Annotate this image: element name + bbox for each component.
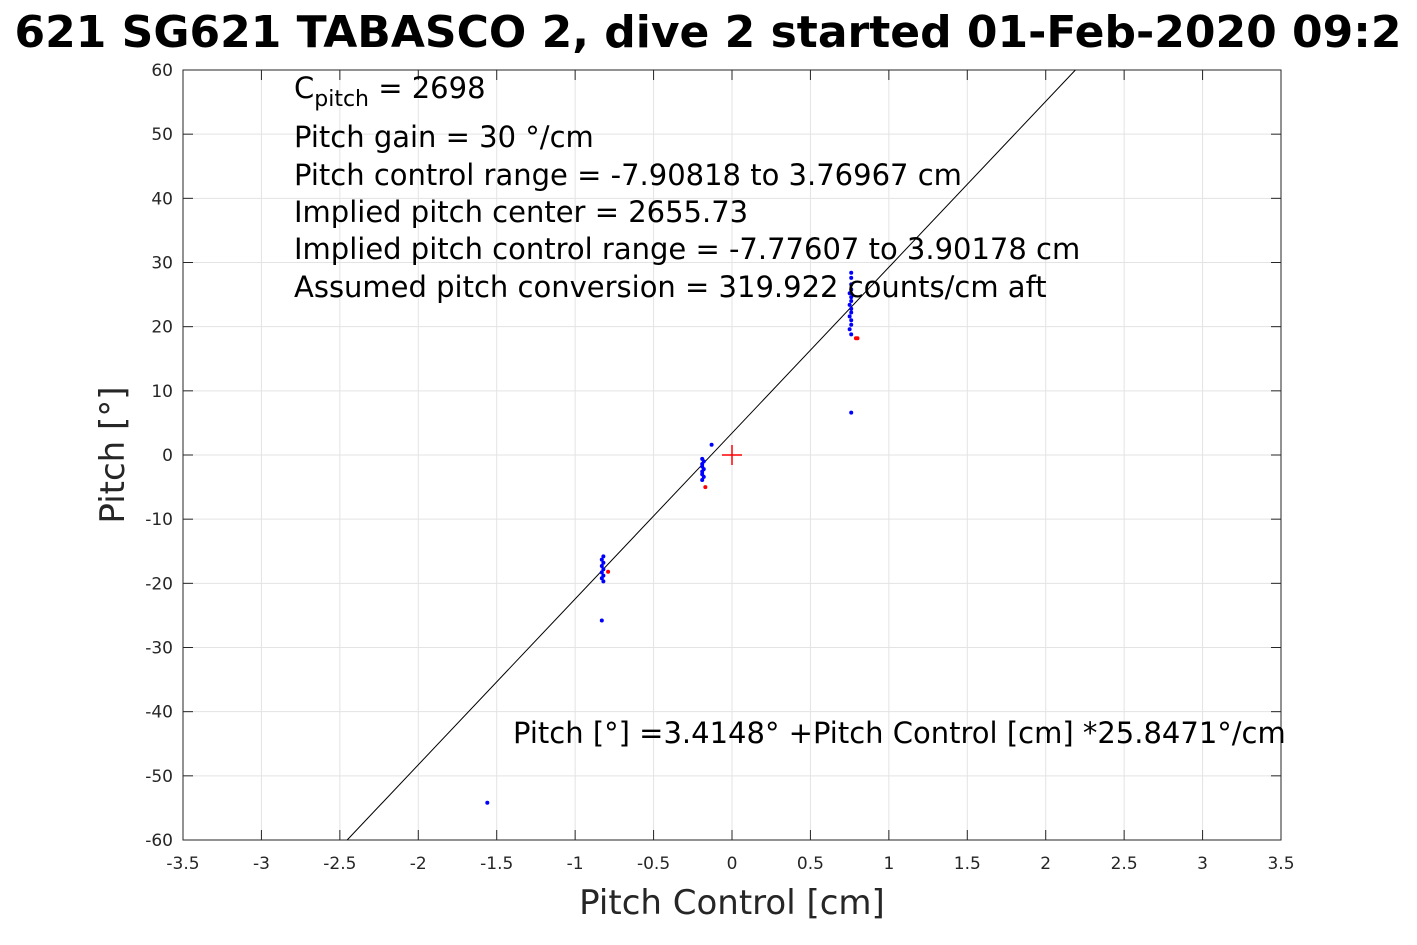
c-pitch-subscript: pitch bbox=[314, 87, 369, 112]
chart-title: 621 SG621 TABASCO 2, dive 2 started 01-F… bbox=[15, 7, 1402, 58]
y-tick-label: 50 bbox=[151, 125, 173, 145]
y-tick-label: -10 bbox=[145, 510, 173, 530]
scatter-point bbox=[599, 576, 604, 581]
scatter-point bbox=[701, 474, 706, 479]
scatter-point bbox=[485, 800, 490, 805]
y-axis-label: Pitch [°] bbox=[93, 386, 133, 523]
x-tick-label: 3.5 bbox=[1267, 854, 1294, 874]
scatter-point bbox=[849, 410, 854, 415]
implied-range-annotation: Implied pitch control range = -7.77607 t… bbox=[294, 232, 1080, 266]
scatter-point bbox=[849, 295, 854, 300]
scatter-point bbox=[847, 327, 852, 332]
scatter-point bbox=[599, 618, 604, 623]
x-tick-label: -2.5 bbox=[323, 854, 356, 874]
scatter-point bbox=[849, 318, 854, 323]
x-tick-label: 1 bbox=[883, 854, 894, 874]
c-pitch-symbol: C bbox=[294, 71, 314, 105]
scatter-point bbox=[849, 287, 854, 292]
y-tick-label: 60 bbox=[151, 61, 173, 81]
axis-ticks: -3.5 -3 -2.5 -2 -1.5 -1 -0.5 0 0.5 1 1.5 2 2.5 3 3.5 60… bbox=[145, 61, 1294, 874]
scatter-point bbox=[709, 442, 714, 447]
y-tick-label: -50 bbox=[145, 767, 173, 787]
x-tick-label: -2 bbox=[410, 854, 427, 874]
control-range-annotation: Pitch control range = -7.90818 to 3.7696… bbox=[294, 158, 962, 192]
x-tick-label: 2.5 bbox=[1111, 854, 1138, 874]
implied-center-annotation: Implied pitch center = 2655.73 bbox=[294, 195, 748, 229]
y-tick-label: 0 bbox=[162, 446, 173, 466]
x-tick-label: 2 bbox=[1040, 854, 1051, 874]
scatter-point bbox=[855, 336, 860, 341]
conversion-annotation: Assumed pitch conversion = 319.922 count… bbox=[294, 270, 1047, 304]
scatter-point bbox=[599, 564, 604, 569]
grid bbox=[183, 70, 1281, 840]
x-tick-label: -1 bbox=[567, 854, 584, 874]
info-annotations: Cpitch = 2698 Pitch gain = 30 °/cm Pitch… bbox=[294, 71, 1286, 750]
c-pitch-value: = 2698 bbox=[369, 71, 486, 105]
pitch-gain-annotation: Pitch gain = 30 °/cm bbox=[294, 120, 594, 154]
x-tick-label: 3 bbox=[1197, 854, 1208, 874]
y-tick-label: -30 bbox=[145, 639, 173, 659]
y-tick-label: 20 bbox=[151, 318, 173, 338]
y-tick-label: -60 bbox=[145, 831, 173, 851]
x-tick-label: -3 bbox=[253, 854, 270, 874]
c-pitch-annotation: Cpitch = 2698 bbox=[294, 71, 486, 112]
scatter-point bbox=[849, 322, 854, 327]
x-tick-label: 0.5 bbox=[797, 854, 824, 874]
x-axis-label: Pitch Control [cm] bbox=[579, 883, 885, 923]
y-tick-label: 10 bbox=[151, 382, 173, 402]
x-tick-label: -1.5 bbox=[480, 854, 513, 874]
scatter-point bbox=[849, 275, 854, 280]
scatter-point bbox=[847, 302, 852, 307]
scatter-point bbox=[849, 306, 854, 311]
scatter-point bbox=[606, 569, 611, 574]
fit-line bbox=[346, 69, 1076, 841]
scatter-point bbox=[601, 554, 606, 559]
scatter-point bbox=[703, 485, 708, 490]
y-tick-label: -20 bbox=[145, 574, 173, 594]
scatter-point bbox=[601, 579, 606, 584]
scatter-point bbox=[849, 299, 854, 303]
scatter-point bbox=[599, 570, 604, 575]
origin-plus-marker bbox=[722, 445, 742, 465]
plot-area bbox=[346, 69, 1076, 841]
scatter-point bbox=[601, 567, 606, 572]
y-tick-label: 40 bbox=[151, 189, 173, 209]
scatter-point bbox=[847, 291, 852, 296]
scatter-point bbox=[847, 314, 852, 319]
scatter-point bbox=[599, 557, 604, 562]
scatter-point bbox=[849, 332, 854, 337]
x-tick-label: -3.5 bbox=[166, 854, 199, 874]
y-tick-label: 30 bbox=[151, 254, 173, 274]
scatter-point bbox=[601, 560, 606, 565]
scatter-point bbox=[700, 478, 705, 483]
x-tick-label: 1.5 bbox=[954, 854, 981, 874]
scatter-point bbox=[849, 282, 854, 287]
scatter-point bbox=[849, 270, 854, 275]
y-tick-label: -40 bbox=[145, 703, 173, 723]
x-tick-label: -0.5 bbox=[637, 854, 670, 874]
fit-equation-annotation: Pitch [°] =3.4148° +Pitch Control [cm] *… bbox=[513, 716, 1286, 750]
scatter-point bbox=[849, 310, 854, 315]
x-tick-label: 0 bbox=[727, 854, 738, 874]
